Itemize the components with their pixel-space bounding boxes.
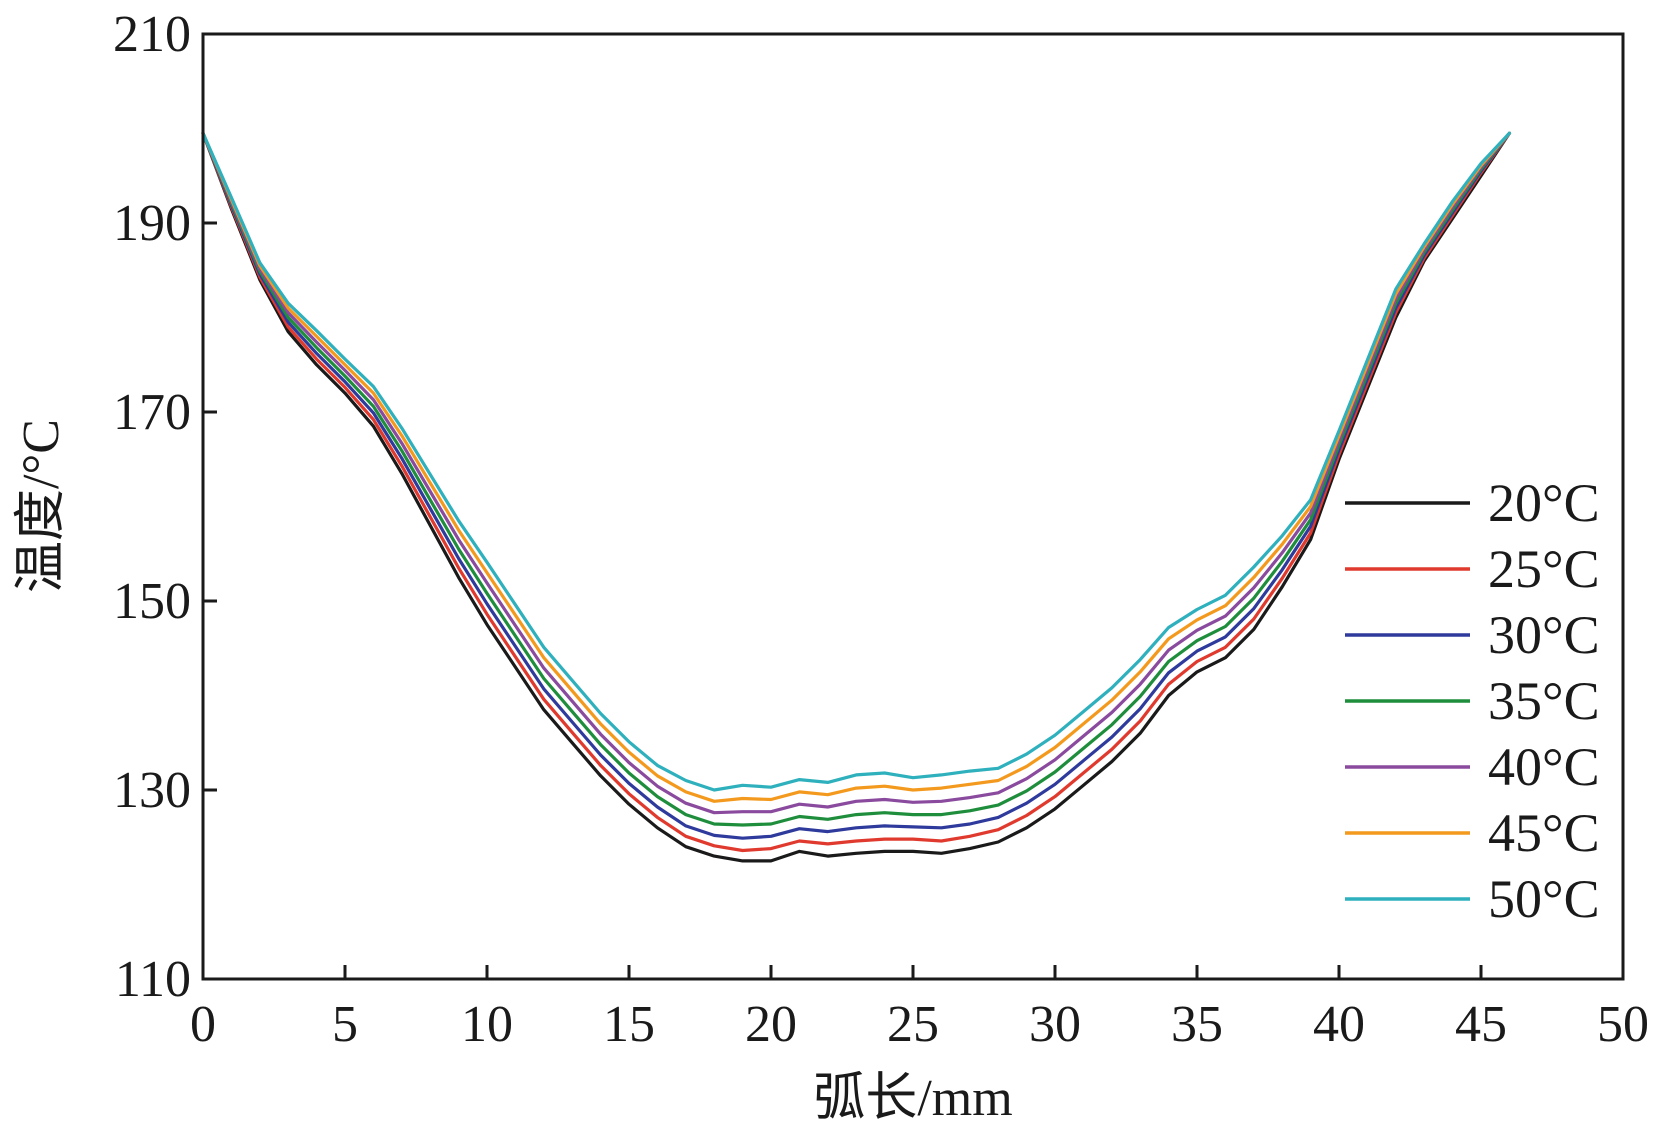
series-line-1 <box>201 131 1512 853</box>
x-tick-label: 30 <box>1029 996 1081 1053</box>
y-tick-label: 110 <box>115 951 191 1008</box>
x-tick-label: 15 <box>603 996 655 1053</box>
y-tick-label: 150 <box>113 573 191 630</box>
series-layer <box>201 131 1512 863</box>
x-axis-title: 弧长/mm <box>813 1070 1012 1127</box>
x-tick-label: 5 <box>332 996 358 1053</box>
x-tick-label: 10 <box>461 996 513 1053</box>
legend-label-1: 25°C <box>1488 539 1600 599</box>
x-tick-label: 20 <box>745 996 797 1053</box>
legend-label-0: 20°C <box>1488 473 1600 533</box>
series-line-0 <box>201 131 1512 863</box>
y-tick-label: 210 <box>113 6 191 63</box>
plot-frame <box>201 32 1625 981</box>
x-tick-label: 0 <box>190 996 216 1053</box>
legend-label-5: 45°C <box>1488 803 1600 863</box>
x-tick-label: 35 <box>1171 996 1223 1053</box>
legend-label-3: 35°C <box>1488 671 1600 731</box>
legend-label-6: 50°C <box>1488 869 1600 929</box>
x-tick-label: 50 <box>1597 996 1649 1053</box>
x-axis-ticks: 0 5 10 15 20 25 30 35 40 45 50 <box>190 965 1649 1053</box>
y-tick-label: 170 <box>113 384 191 441</box>
legend-label-2: 30°C <box>1488 605 1600 665</box>
y-tick-label: 190 <box>113 195 191 252</box>
series-line-2 <box>201 131 1512 840</box>
series-line-3 <box>201 131 1512 827</box>
series-line-5 <box>201 131 1512 803</box>
series-line-4 <box>201 131 1512 815</box>
x-tick-label: 40 <box>1313 996 1365 1053</box>
x-tick-label: 25 <box>887 996 939 1053</box>
series-line-6 <box>201 131 1512 792</box>
y-axis-ticks: 110 130 150 170 190 210 <box>113 6 217 1008</box>
x-tick-label: 45 <box>1455 996 1507 1053</box>
legend-label-4: 40°C <box>1488 737 1600 797</box>
y-axis-title: 温度/°C <box>13 419 70 593</box>
legend: 20°C25°C30°C35°C40°C45°C50°C <box>1345 473 1600 929</box>
y-tick-label: 130 <box>113 762 191 819</box>
